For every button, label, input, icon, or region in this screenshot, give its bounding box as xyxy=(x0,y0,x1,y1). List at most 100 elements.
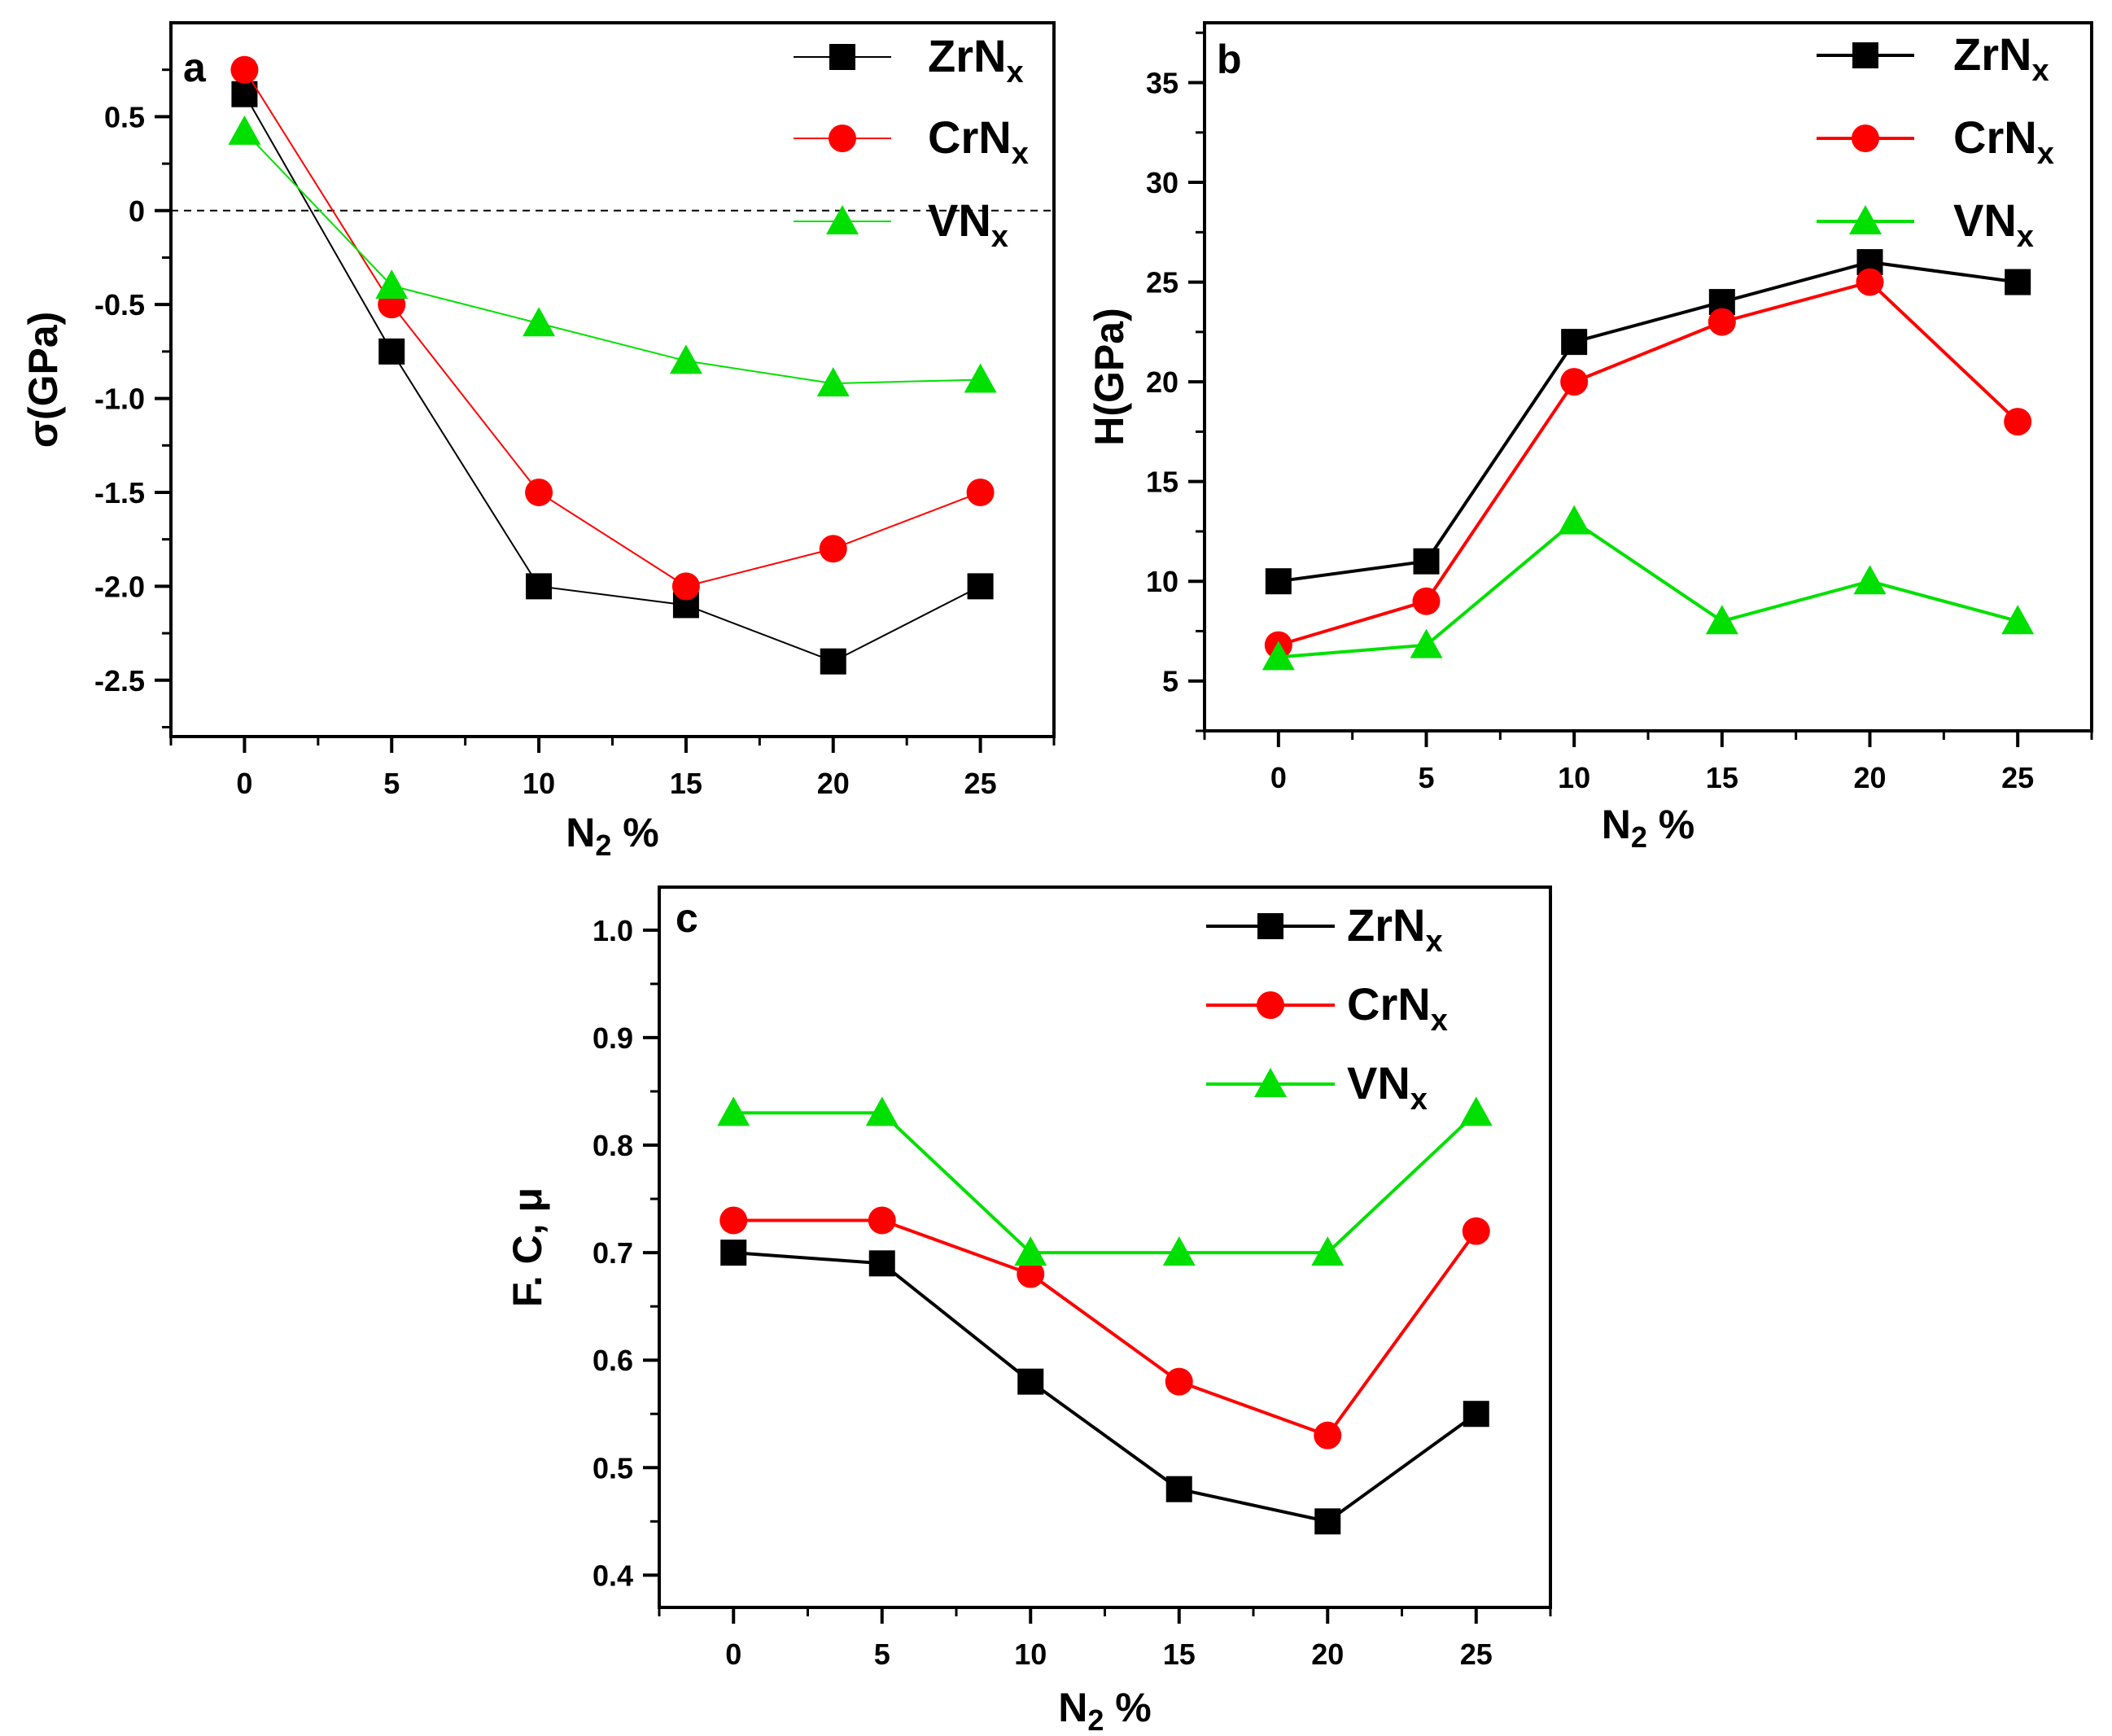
data-point-zrn xyxy=(526,573,553,600)
x-tick-label: 5 xyxy=(383,767,400,800)
legend-label-main: CrN xyxy=(1347,978,1431,1030)
x-tick-label: 15 xyxy=(1706,761,1738,794)
data-point-zrn xyxy=(868,1250,895,1277)
legend-marker-crn xyxy=(1852,125,1879,152)
data-point-vn xyxy=(1705,605,1738,635)
data-point-vn xyxy=(1410,628,1443,658)
x-axis-title-tail: % xyxy=(1647,802,1694,847)
legend-label-subscript: x xyxy=(1410,1082,1428,1117)
legend-label-main: VN xyxy=(1953,195,2017,246)
x-tick-label: 25 xyxy=(2001,761,2034,794)
legend-marker-zrn xyxy=(829,44,855,70)
legend-label-main: ZrN xyxy=(1347,899,1425,951)
x-axis-title-subscript: 2 xyxy=(1631,820,1647,854)
data-point-zrn xyxy=(820,648,846,675)
y-tick-label: 15 xyxy=(1146,466,1178,499)
legend-label-subscript: x xyxy=(2031,54,2049,88)
plot-frame xyxy=(169,21,1056,738)
series-line-vn xyxy=(1278,519,2018,659)
panel-a: 0 5 10 15 20 25 0.5 0 -0.5 -1.0 -1.5 -2.0 -2.5 σ(GPa)… xyxy=(20,21,1056,862)
x-tick-label: 0 xyxy=(725,1638,741,1671)
y-tick-label: 1.0 xyxy=(592,914,633,947)
y-tick-label: 5 xyxy=(1162,665,1178,698)
data-point-zrn xyxy=(378,338,405,365)
data-point-vn xyxy=(717,1096,750,1126)
x-axis-title-main: N xyxy=(1602,802,1631,847)
legend-marker-crn xyxy=(1257,991,1284,1019)
y-tick-label: 20 xyxy=(1146,365,1178,399)
y-tick-label: 0 xyxy=(129,195,145,228)
data-point-zrn xyxy=(1165,1476,1192,1502)
series-line-crn xyxy=(243,69,981,588)
legend-label-main: ZrN xyxy=(1953,28,2031,80)
y-tick-label: 0.6 xyxy=(592,1344,633,1377)
data-point-crn xyxy=(1462,1217,1490,1245)
data-point-vn xyxy=(1262,641,1295,671)
x-tick-label: 5 xyxy=(874,1638,890,1671)
panel-label: c xyxy=(676,895,698,941)
series-line-vn xyxy=(733,1111,1478,1255)
legend-label-subscript: x xyxy=(2037,137,2054,171)
legend-label-crn: CrNx xyxy=(1953,112,2054,171)
y-axis-title: F. C, μ xyxy=(505,1187,550,1307)
data-point-crn xyxy=(671,572,700,601)
x-axis-title: N2 % xyxy=(1602,802,1695,854)
legend-label-vn: VNx xyxy=(1953,195,2034,254)
y-tick-label: 30 xyxy=(1146,166,1178,199)
x-tick-label: 0 xyxy=(236,767,252,800)
data-point-crn xyxy=(2004,408,2032,436)
data-point-crn xyxy=(868,1206,896,1235)
y-tick-label: 10 xyxy=(1146,565,1178,598)
data-point-vn xyxy=(2001,605,2035,635)
legend-marker-vn xyxy=(1254,1068,1287,1097)
legend-label-subscript: x xyxy=(2017,220,2034,254)
x-axis-title: N2 % xyxy=(1058,1685,1152,1736)
data-point-crn xyxy=(1412,587,1441,615)
legend-label-subscript: x xyxy=(1006,55,1023,90)
data-point-crn xyxy=(1314,1421,1342,1450)
data-point-zrn xyxy=(967,573,994,600)
series-line-crn xyxy=(733,1218,1478,1438)
data-point-crn xyxy=(719,1206,748,1235)
data-point-vn xyxy=(964,363,997,393)
data-point-crn xyxy=(1708,308,1736,336)
y-tick-label: -0.5 xyxy=(94,288,145,321)
data-point-vn xyxy=(1558,505,1591,535)
legend-label-subscript: x xyxy=(1425,925,1442,959)
y-tick-label: 0.5 xyxy=(592,1451,633,1485)
legend-label-main: CrN xyxy=(1953,112,2037,163)
legend-label-main: CrN xyxy=(928,112,1012,163)
x-tick-label: 20 xyxy=(817,767,850,800)
data-point-crn xyxy=(1165,1367,1193,1396)
x-tick-label: 20 xyxy=(1311,1638,1344,1671)
data-point-zrn xyxy=(1413,548,1440,575)
panel-c: 0 5 10 15 20 25 0.4 0.5 0.6 0.7 0.8 0.9 1.0 F. C, μ N2… xyxy=(505,885,1552,1736)
x-axis-title-subscript: 2 xyxy=(595,829,611,862)
x-tick-label: 0 xyxy=(1270,761,1287,794)
data-point-zrn xyxy=(720,1240,747,1266)
series-line-zrn xyxy=(733,1251,1477,1524)
y-tick-label: 0.5 xyxy=(104,100,145,133)
legend-label-main: VN xyxy=(928,195,991,246)
x-tick-label: 25 xyxy=(964,767,997,800)
data-point-crn xyxy=(1017,1260,1045,1288)
data-point-vn xyxy=(375,269,409,300)
legend-marker-zrn xyxy=(1852,42,1878,68)
data-point-crn xyxy=(230,55,259,84)
series-line-zrn xyxy=(243,94,982,662)
y-tick-label: 0.7 xyxy=(592,1236,633,1270)
y-tick-label: 0.8 xyxy=(592,1129,633,1162)
legend-label-crn: CrNx xyxy=(928,112,1029,171)
data-point-vn xyxy=(1459,1096,1493,1126)
y-tick-label: -1.5 xyxy=(94,476,145,509)
legend-label-zrn: ZrNx xyxy=(928,30,1024,90)
data-point-zrn xyxy=(1561,329,1588,356)
x-tick-label: 10 xyxy=(1558,761,1590,794)
x-tick-label: 10 xyxy=(1014,1638,1047,1671)
x-axis-title-main: N xyxy=(1058,1685,1087,1730)
x-axis-title-tail: % xyxy=(1104,1685,1151,1730)
data-point-crn xyxy=(525,478,553,506)
y-tick-label: -2.0 xyxy=(94,570,145,603)
data-point-zrn xyxy=(2005,269,2031,295)
